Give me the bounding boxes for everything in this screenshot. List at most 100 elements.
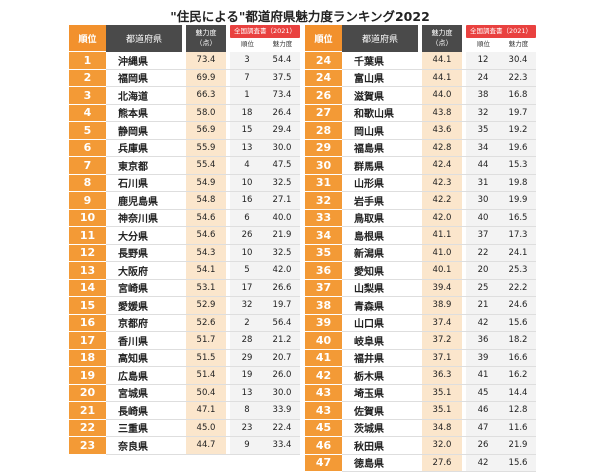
prefecture-cell: 京都府 xyxy=(106,314,182,332)
prefecture-cell: 佐賀県 xyxy=(342,401,418,420)
header-score: 魅力度 xyxy=(195,29,217,38)
prev-rank-cell: 20 xyxy=(466,261,500,280)
prev-score-cell: 21.9 xyxy=(500,436,537,455)
prefecture-cell: 奈良県 xyxy=(106,436,182,455)
prev-rank-cell: 39 xyxy=(466,349,500,367)
prefecture-cell: 宮城県 xyxy=(106,384,182,402)
table-row: 31 山形県 42.3 31 19.8 xyxy=(305,174,537,192)
prev-rank-cell: 10 xyxy=(230,174,264,192)
table-row: 43 埼玉県 35.1 45 14.4 xyxy=(305,384,537,402)
table-row: 2 福岡県 69.9 7 37.5 xyxy=(69,69,301,87)
prev-score-cell: 19.2 xyxy=(500,121,537,140)
header-prefecture: 都道府県 xyxy=(361,34,398,45)
prev-score-cell: 15.3 xyxy=(500,156,537,175)
rank-cell: 35 xyxy=(305,244,342,262)
table-row: 6 兵庫県 55.9 13 30.0 xyxy=(69,139,301,157)
prev-rank-cell: 1 xyxy=(230,86,264,105)
prev-score-cell: 19.9 xyxy=(500,191,537,210)
prev-score-cell: 16.5 xyxy=(500,209,537,227)
prev-rank-cell: 40 xyxy=(466,209,500,227)
rank-cell: 28 xyxy=(305,121,342,140)
prev-score-cell: 32.5 xyxy=(264,244,301,262)
prev-rank-cell: 47 xyxy=(466,419,500,437)
prefecture-cell: 宮崎県 xyxy=(106,279,182,297)
prev-score-cell: 19.7 xyxy=(500,104,537,122)
score-cell: 47.1 xyxy=(186,401,226,420)
prefecture-cell: 群馬県 xyxy=(342,156,418,175)
prefecture-cell: 和歌山県 xyxy=(342,104,418,122)
prev-score-cell: 40.0 xyxy=(264,209,301,227)
prev-rank-cell: 37 xyxy=(466,226,500,245)
rank-cell: 26 xyxy=(305,86,342,105)
rank-cell: 39 xyxy=(305,314,342,332)
prev-rank-cell: 16 xyxy=(230,191,264,210)
score-cell: 44.1 xyxy=(422,69,462,87)
prev-rank-cell: 4 xyxy=(230,156,264,175)
table-row: 4 熊本県 58.0 18 26.4 xyxy=(69,104,301,122)
rank-cell: 21 xyxy=(69,401,106,420)
prefecture-cell: 千葉県 xyxy=(342,51,418,70)
prev-rank-cell: 44 xyxy=(466,156,500,175)
score-cell: 41.0 xyxy=(422,244,462,262)
prefecture-cell: 山口県 xyxy=(342,314,418,332)
table-row: 36 愛知県 40.1 20 25.3 xyxy=(305,261,537,280)
score-cell: 34.8 xyxy=(422,419,462,437)
header-prefecture: 都道府県 xyxy=(125,34,162,45)
prev-rank-cell: 29 xyxy=(230,349,264,367)
header-prev-rank: 順位 xyxy=(477,40,490,49)
score-cell: 55.4 xyxy=(186,156,226,175)
score-cell: 38.9 xyxy=(422,296,462,315)
table-row: 10 神奈川県 54.6 6 40.0 xyxy=(69,209,301,227)
score-cell: 35.1 xyxy=(422,384,462,402)
prev-score-cell: 22.2 xyxy=(500,279,537,297)
prev-score-cell: 29.4 xyxy=(264,121,301,140)
score-cell: 58.0 xyxy=(186,104,226,122)
table-row: 16 京都府 52.6 2 56.4 xyxy=(69,314,301,332)
prev-score-cell: 33.4 xyxy=(264,436,301,455)
prev-rank-cell: 23 xyxy=(230,419,264,437)
table-row: 9 鹿児島県 54.8 16 27.1 xyxy=(69,191,301,210)
prefecture-cell: 神奈川県 xyxy=(106,209,182,227)
table-row: 46 秋田県 32.0 26 21.9 xyxy=(305,436,537,455)
prev-rank-cell: 5 xyxy=(230,261,264,280)
prev-score-cell: 26.0 xyxy=(264,366,301,385)
table-row: 20 宮城県 50.4 13 30.0 xyxy=(69,384,301,402)
score-cell: 43.8 xyxy=(422,104,462,122)
rank-cell: 42 xyxy=(305,366,342,385)
prefecture-cell: 栃木県 xyxy=(342,366,418,385)
prev-rank-cell: 15 xyxy=(230,121,264,140)
rank-cell: 29 xyxy=(305,139,342,157)
table-row: 24 千葉県 44.1 12 30.4 xyxy=(305,51,537,70)
score-cell: 52.6 xyxy=(186,314,226,332)
prefecture-cell: 長崎県 xyxy=(106,401,182,420)
prev-score-cell: 73.4 xyxy=(264,86,301,105)
rank-cell: 47 xyxy=(305,454,342,472)
prev-score-cell: 17.3 xyxy=(500,226,537,245)
ranking-table-right: 順位 都道府県 魅力度 （点） 全国調査書（2021） 順位 魅力度 24 千葉県… xyxy=(305,25,537,472)
score-cell: 56.9 xyxy=(186,121,226,140)
prev-score-cell: 24.1 xyxy=(500,244,537,262)
table-row: 42 栃木県 36.3 41 16.2 xyxy=(305,366,537,385)
prev-score-cell: 37.5 xyxy=(264,69,301,87)
header-prev-score: 魅力度 xyxy=(508,40,529,49)
prev-score-cell: 30.4 xyxy=(500,51,537,70)
rank-cell: 24 xyxy=(305,51,342,70)
rank-cell: 36 xyxy=(305,261,342,280)
prev-rank-cell: 13 xyxy=(230,139,264,157)
header-prev-survey: 全国調査書（2021） xyxy=(466,25,537,39)
rank-cell: 1 xyxy=(69,51,106,70)
score-cell: 54.1 xyxy=(186,261,226,280)
prev-rank-cell: 7 xyxy=(230,69,264,87)
score-cell: 37.2 xyxy=(422,331,462,350)
table-row: 41 福井県 37.1 39 16.6 xyxy=(305,349,537,367)
prev-rank-cell: 46 xyxy=(466,401,500,420)
prev-score-cell: 12.8 xyxy=(500,401,537,420)
header-rank: 順位 xyxy=(314,34,333,45)
score-cell: 51.5 xyxy=(186,349,226,367)
prev-rank-cell: 41 xyxy=(466,366,500,385)
score-cell: 44.1 xyxy=(422,51,462,70)
score-cell: 54.8 xyxy=(186,191,226,210)
table-row: 7 東京都 55.4 4 47.5 xyxy=(69,156,301,175)
rank-cell: 11 xyxy=(69,226,106,245)
prefecture-cell: 滋賀県 xyxy=(342,86,418,105)
